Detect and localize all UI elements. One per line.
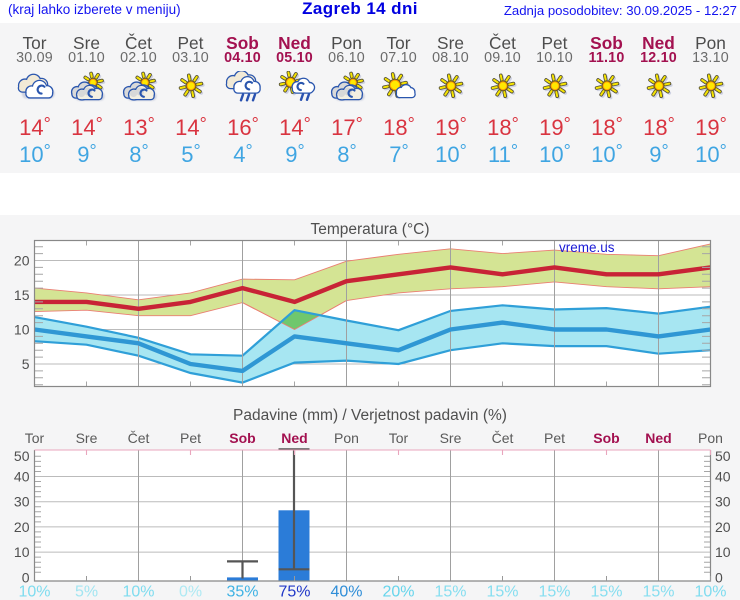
svg-text:20: 20 — [715, 519, 731, 535]
svg-text:30: 30 — [14, 494, 30, 510]
svg-text:Ned: Ned — [281, 430, 307, 446]
svg-text:5: 5 — [22, 356, 30, 372]
svg-text:75%: 75% — [278, 584, 310, 600]
svg-text:40: 40 — [715, 469, 731, 485]
svg-text:Sre: Sre — [440, 430, 462, 446]
svg-text:Padavine (mm) / Verjetnost pad: Padavine (mm) / Verjetnost padavin (%) — [233, 407, 507, 424]
svg-text:10: 10 — [715, 544, 731, 560]
svg-text:15%: 15% — [434, 584, 466, 600]
svg-text:15%: 15% — [486, 584, 518, 600]
svg-text:0%: 0% — [179, 584, 202, 600]
svg-text:Ned: Ned — [645, 430, 671, 446]
svg-text:Sre: Sre — [76, 430, 98, 446]
svg-text:20: 20 — [14, 519, 30, 535]
svg-text:50: 50 — [715, 448, 731, 464]
svg-text:Tor: Tor — [25, 430, 45, 446]
svg-text:Pet: Pet — [180, 430, 201, 446]
svg-text:50: 50 — [14, 448, 30, 464]
svg-text:35%: 35% — [226, 584, 258, 600]
svg-text:Pon: Pon — [698, 430, 723, 446]
svg-text:vreme.us: vreme.us — [559, 240, 615, 255]
svg-text:0: 0 — [22, 569, 30, 585]
svg-text:10%: 10% — [694, 584, 726, 600]
svg-text:10%: 10% — [122, 584, 154, 600]
svg-text:10%: 10% — [18, 584, 50, 600]
svg-text:30: 30 — [715, 494, 731, 510]
svg-text:40%: 40% — [330, 584, 362, 600]
svg-text:15%: 15% — [642, 584, 674, 600]
svg-text:Sob: Sob — [229, 430, 255, 446]
svg-text:20%: 20% — [382, 584, 414, 600]
svg-text:Čet: Čet — [492, 430, 514, 446]
svg-text:Pet: Pet — [544, 430, 565, 446]
svg-text:5%: 5% — [75, 584, 98, 600]
svg-text:Sob: Sob — [593, 430, 619, 446]
svg-text:20: 20 — [14, 253, 30, 269]
svg-text:40: 40 — [14, 469, 30, 485]
svg-text:10: 10 — [14, 322, 30, 338]
svg-text:Tor: Tor — [389, 430, 409, 446]
svg-text:15%: 15% — [538, 584, 570, 600]
svg-text:10: 10 — [14, 544, 30, 560]
svg-text:15: 15 — [14, 287, 30, 303]
svg-text:Čet: Čet — [128, 430, 150, 446]
svg-text:15%: 15% — [590, 584, 622, 600]
svg-text:0: 0 — [715, 569, 723, 585]
svg-text:Pon: Pon — [334, 430, 359, 446]
svg-text:Temperatura (°C): Temperatura (°C) — [310, 221, 429, 238]
